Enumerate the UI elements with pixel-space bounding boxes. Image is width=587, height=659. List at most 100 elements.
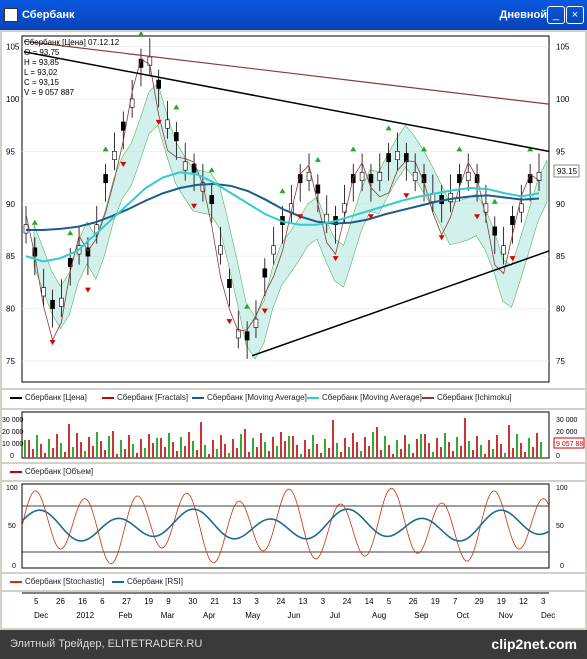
volume-bar [168,433,170,458]
time-day-label: 5 [387,597,392,606]
volume-bar [244,429,246,458]
volume-bar [192,441,194,458]
time-day-label: 3 [321,597,326,606]
legend-price[interactable]: Сбербанк [Цена] [10,393,87,402]
osc-tick: 50 [556,523,564,530]
volume-bar [80,442,82,458]
volume-bar [112,431,114,458]
volume-bar [24,440,26,458]
legend-ichimoku[interactable]: Сбербанк [Ichimoku] [422,393,512,402]
volume-bar [64,452,66,458]
rsi-line [21,508,550,542]
timeframe-label[interactable]: Дневной [499,9,548,21]
volume-bar [76,433,78,458]
volume-bar [508,425,510,458]
volume-bar [524,452,526,458]
volume-bar [392,454,394,458]
price-tick-left: 100 [6,95,20,104]
vol-tick-left: 30 000 [2,417,24,424]
volume-bar [428,443,430,458]
legend-volume[interactable]: Сбербанк [Объем] [10,467,93,476]
osc-tick: 0 [12,563,16,570]
price-candle [182,161,188,171]
price-candle [235,329,241,339]
volume-bar [160,438,162,458]
osc-tick: 100 [556,485,568,492]
time-month-label: Oct [457,611,470,620]
price-tick-left: 90 [6,200,15,209]
volume-bar [56,434,58,458]
volume-bar [276,446,278,458]
time-month-label: Apr [203,611,216,620]
volume-bar [204,445,206,458]
volume-bar [120,440,122,458]
fractal-up-icon [421,146,428,152]
time-month-label: Aug [372,611,386,620]
info-close: C = 93,15 [24,78,59,87]
fractal-down-icon [367,214,374,220]
volume-pane[interactable]: 30 000 20 000 10 000 0 30 000 20 000 9 0… [2,410,585,462]
volume-bar [448,442,450,458]
price-candle [59,297,64,307]
legend-rsi[interactable]: Сбербанк [RSI] [112,577,183,586]
price-candle [448,192,453,202]
volume-bar [528,438,530,458]
minimize-button[interactable]: _ [547,6,565,24]
time-day-label: 29 [475,597,484,606]
fractal-up-icon [527,146,534,152]
price-candle [271,245,276,255]
price-tick-right: 85 [556,252,565,261]
fractal-up-icon [385,125,392,131]
volume-bar [324,439,326,458]
volume-bar [480,445,482,458]
legend-ma-fast[interactable]: Сбербанк [Moving Average] [307,393,422,402]
legend-fractals[interactable]: Сбербанк [Fractals] [102,393,188,402]
watermark-logo: clip2net.com [491,636,577,652]
price-tick-right: 90 [556,200,565,209]
price-candle [262,268,268,278]
oscillator-pane[interactable]: 100 50 0 100 50 0 [2,482,585,572]
price-candle [501,245,506,255]
time-day-label: 19 [431,597,440,606]
volume-bar [272,437,274,458]
fractal-up-icon [137,31,144,36]
fractal-down-icon [297,214,304,220]
legend-swatch-icon [112,580,124,583]
volume-bar [268,451,270,458]
volume-bar [444,433,446,458]
close-button[interactable]: × [566,6,584,24]
fractal-down-icon [509,256,516,262]
price-candle [324,213,330,223]
volume-bar [396,440,398,458]
volume-bar [72,447,74,458]
price-candle [519,203,524,213]
price-tick-left: 95 [6,147,15,156]
volume-bar [228,453,230,458]
legend-stochastic[interactable]: Сбербанк [Stochastic] [10,577,105,586]
volume-bar [136,453,138,458]
volume-bar [252,438,254,458]
time-month-label: Dec [34,611,48,620]
volume-bar [496,435,498,458]
volume-bar [472,450,474,458]
price-tick-right: 75 [556,357,565,366]
price-pane[interactable]: 105 105 100 100 95 95 90 90 85 85 80 80 75 75 93.15 С… [2,31,585,388]
vol-tick-left: 10 000 [2,441,24,448]
time-month-label: Nov [499,611,513,620]
osc-tick: 50 [8,523,16,530]
volume-bar [408,444,410,458]
volume-bar [84,451,86,458]
volume-bar [380,450,382,458]
volume-bar [420,434,422,458]
volume-bar [400,449,402,458]
volume-bar [356,442,358,458]
info-low: L = 93,02 [24,68,58,77]
price-tick-left: 105 [6,42,20,51]
fractal-up-icon [491,198,498,204]
fractal-down-icon [261,308,268,314]
time-day-label: 12 [519,597,528,606]
legend-ma-slow[interactable]: Сбербанк [Moving Average] [192,393,307,402]
volume-bar [196,450,198,458]
volume-bar [284,441,286,458]
volume-bar [124,449,126,458]
